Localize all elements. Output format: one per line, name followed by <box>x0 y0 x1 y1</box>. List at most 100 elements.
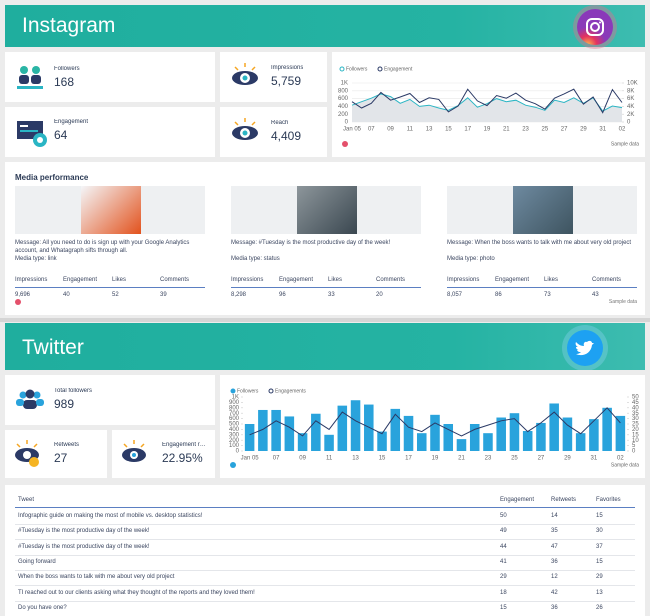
x-tick-label: 02 <box>617 456 624 462</box>
x-tick-label: 07 <box>273 456 280 462</box>
chart: 01002003004005006007008009001K0510152025… <box>229 388 639 468</box>
post-media-type: Media type: photo <box>447 256 495 262</box>
source-icon <box>230 462 236 468</box>
kpi-label: Engagement rate <box>162 442 207 448</box>
x-tick-label: 21 <box>503 127 510 133</box>
column-header: Likes <box>328 277 343 283</box>
source-icon <box>15 299 21 305</box>
x-tick-label: 17 <box>405 456 412 462</box>
row-rule <box>15 554 635 556</box>
image-frame <box>231 186 421 234</box>
column-header: Impressions <box>447 277 480 283</box>
table-cell: 44 <box>500 543 507 550</box>
table-cell: 37 <box>596 543 603 550</box>
image-frame <box>15 186 205 234</box>
legend-label: Followers <box>346 66 368 72</box>
column-header: Tweet <box>18 497 35 503</box>
post-media-type: Media type: link <box>15 256 57 262</box>
stat-value: 33 <box>328 292 335 298</box>
twitter-header: Twitter <box>5 323 645 370</box>
y-tick-label: 800 <box>338 88 349 94</box>
bar <box>271 409 281 451</box>
y2-tick-label: 30 <box>632 416 639 422</box>
table-cell: 47 <box>551 543 558 550</box>
y2-tick-label: 35 <box>632 411 639 417</box>
line <box>351 88 623 114</box>
table-cell: Going forward <box>18 558 56 565</box>
separator <box>0 318 650 322</box>
bar <box>589 419 599 451</box>
kpi-card: Engagement rate 22.95% <box>112 430 215 478</box>
y-tick-label: 400 <box>338 104 349 110</box>
bar <box>549 403 559 451</box>
kpi-card: Engagement 64 <box>5 107 215 157</box>
legend-label: Engagements <box>275 388 306 394</box>
x-tick-label: 27 <box>561 127 568 133</box>
y-tick-label: 900 <box>229 400 240 406</box>
bar <box>456 439 467 451</box>
kpi-card: Retweets 27 <box>5 430 107 478</box>
legend-marker <box>230 388 236 394</box>
bar <box>364 404 374 451</box>
x-tick-label: 27 <box>538 456 545 462</box>
column-header: Likes <box>112 277 127 283</box>
stat-value: 40 <box>63 292 70 298</box>
bar <box>443 424 454 451</box>
x-tick-label: 19 <box>432 456 439 462</box>
row-rule <box>15 569 635 571</box>
kpi-label: Total followers <box>54 388 93 394</box>
column-header: Comments <box>376 277 406 283</box>
legend-marker <box>339 66 345 72</box>
stat-value: 43 <box>592 292 599 298</box>
bar <box>416 433 427 451</box>
section-title: Instagram <box>22 14 116 37</box>
x-tick-label: 25 <box>542 127 549 133</box>
table-cell: 49 <box>500 528 507 535</box>
table-cell: 36 <box>551 558 558 565</box>
kpi-value: 64 <box>54 128 68 142</box>
image-frame <box>447 186 637 234</box>
x-tick-label: 13 <box>352 456 359 462</box>
column-header: Retweets <box>551 497 577 503</box>
icon <box>122 440 146 462</box>
y2-tick-label: 2K <box>627 112 634 118</box>
column-header: Engagement <box>495 277 530 283</box>
y2-tick-label: 4K <box>627 104 634 110</box>
stat-value: 96 <box>279 292 286 298</box>
bar <box>509 413 520 451</box>
x-tick-label: 31 <box>599 127 606 133</box>
x-tick-label: Jan 05 <box>241 456 260 462</box>
y-tick-label: 1K <box>232 395 239 401</box>
x-tick-label: 07 <box>368 127 375 133</box>
x-tick-label: 23 <box>522 127 529 133</box>
y-tick-label: 800 <box>229 405 240 411</box>
stat-value: 8,057 <box>447 292 463 298</box>
kpi-card: Followers 168 <box>5 52 215 102</box>
x-tick-label: 29 <box>564 456 571 462</box>
bar <box>350 400 361 451</box>
y2-tick-label: 50 <box>632 395 639 401</box>
line <box>351 93 623 112</box>
y2-tick-label: 20 <box>632 427 639 433</box>
y2-tick-label: 15 <box>632 432 639 438</box>
y-tick-label: 1K <box>341 81 348 87</box>
bar <box>390 408 401 451</box>
x-tick-label: 11 <box>326 456 333 462</box>
table-cell: Infographic guide on making the most of … <box>18 513 203 519</box>
stat-value: 39 <box>160 292 167 298</box>
icon <box>16 389 44 409</box>
chart-note: Sample data <box>611 141 639 147</box>
y-tick-label: 700 <box>229 411 240 417</box>
table-cell: 15 <box>500 604 507 611</box>
column-header: Likes <box>544 277 559 283</box>
kpi-card: Impressions 5,759 <box>220 52 327 102</box>
column-header: Engagement <box>279 277 314 283</box>
stat-value: 73 <box>544 292 551 298</box>
kpi-card: Total followers 989 <box>5 375 215 425</box>
table-cell: 14 <box>551 513 558 519</box>
x-tick-label: 15 <box>379 456 386 462</box>
y-tick-label: 300 <box>229 432 240 438</box>
table-cell: #Tuesday is the most productive day of t… <box>18 543 150 550</box>
